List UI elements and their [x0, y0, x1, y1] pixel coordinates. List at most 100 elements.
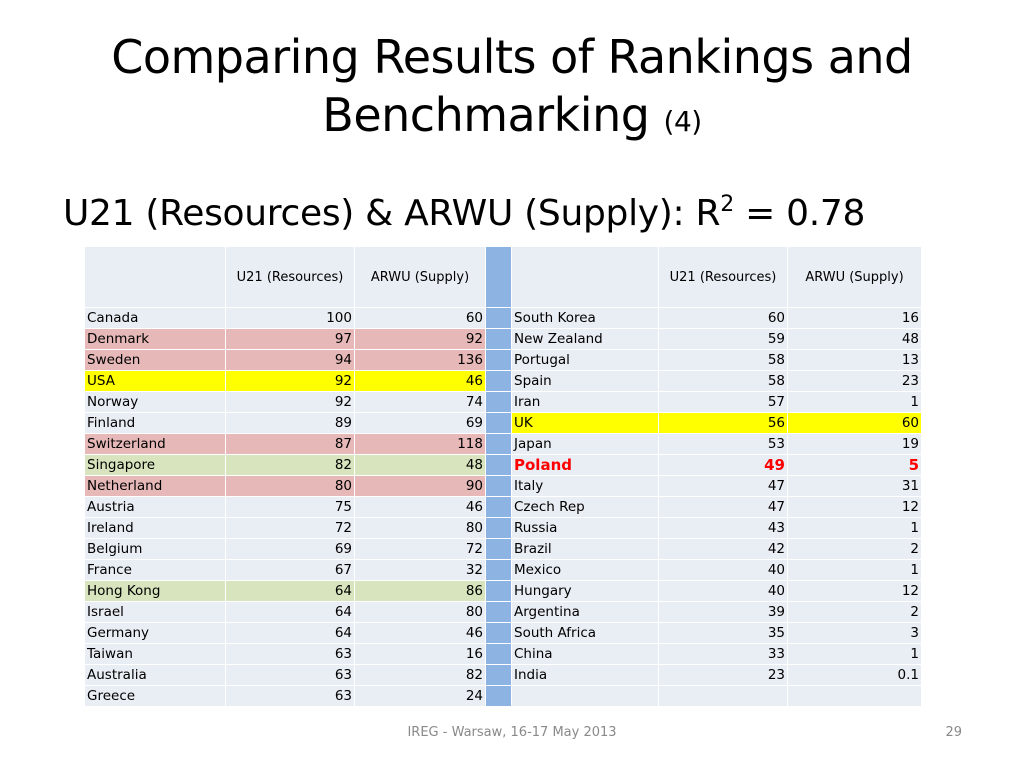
- table-row: Taiwan 63 16 China 33 1: [84, 643, 922, 665]
- country-cell: Argentina: [511, 601, 659, 623]
- separator-cell: [485, 412, 512, 434]
- country-cell: Greece: [84, 685, 226, 707]
- arwu-value-cell: 80: [354, 517, 486, 539]
- arwu-value-cell: 31: [787, 475, 922, 497]
- header-cell-u21-left: U21 (Resources): [225, 246, 355, 308]
- header-cell-empty-right: [511, 246, 659, 308]
- u21-value-cell: 56: [658, 412, 788, 434]
- slide-title: Comparing Results of Rankings and Benchm…: [0, 28, 1024, 151]
- country-cell: Poland: [511, 454, 659, 476]
- arwu-value-cell: 46: [354, 496, 486, 518]
- separator-cell: [485, 538, 512, 560]
- country-cell: Czech Rep: [511, 496, 659, 518]
- country-cell: Brazil: [511, 538, 659, 560]
- country-cell: China: [511, 643, 659, 665]
- country-cell: Ireland: [84, 517, 226, 539]
- country-cell: Mexico: [511, 559, 659, 581]
- u21-value-cell: 64: [225, 601, 355, 623]
- country-cell: Netherland: [84, 475, 226, 497]
- u21-value-cell: 53: [658, 433, 788, 455]
- arwu-value-cell: 69: [354, 412, 486, 434]
- separator-cell: [485, 307, 512, 329]
- table-row: Norway 92 74 Iran 57 1: [84, 391, 922, 413]
- header-cell-u21-right: U21 (Resources): [658, 246, 788, 308]
- subtitle-superscript: 2: [720, 192, 734, 217]
- arwu-value-cell: 0.1: [787, 664, 922, 686]
- u21-value-cell: 33: [658, 643, 788, 665]
- country-cell: Belgium: [84, 538, 226, 560]
- u21-value-cell: 75: [225, 496, 355, 518]
- separator-cell: [485, 454, 512, 476]
- u21-value-cell: 63: [225, 664, 355, 686]
- table-row: Hong Kong 64 86 Hungary 40 12: [84, 580, 922, 602]
- country-cell: Spain: [511, 370, 659, 392]
- table-row: Denmark 97 92 New Zealand 59 48: [84, 328, 922, 350]
- u21-value-cell: [658, 685, 788, 707]
- u21-value-cell: 94: [225, 349, 355, 371]
- separator-cell: [485, 349, 512, 371]
- arwu-value-cell: 16: [354, 643, 486, 665]
- arwu-value-cell: 1: [787, 391, 922, 413]
- country-cell: Iran: [511, 391, 659, 413]
- table-row: France 67 32 Mexico 40 1: [84, 559, 922, 581]
- u21-value-cell: 58: [658, 349, 788, 371]
- arwu-value-cell: 92: [354, 328, 486, 350]
- arwu-value-cell: 48: [787, 328, 922, 350]
- u21-value-cell: 58: [658, 370, 788, 392]
- separator-cell: [485, 664, 512, 686]
- u21-value-cell: 69: [225, 538, 355, 560]
- separator-cell: [485, 643, 512, 665]
- country-cell: Norway: [84, 391, 226, 413]
- u21-value-cell: 42: [658, 538, 788, 560]
- table-row: Ireland 72 80 Russia 43 1: [84, 517, 922, 539]
- u21-value-cell: 64: [225, 622, 355, 644]
- country-cell: Australia: [84, 664, 226, 686]
- separator-cell: [485, 517, 512, 539]
- arwu-value-cell: 5: [787, 454, 922, 476]
- u21-value-cell: 49: [658, 454, 788, 476]
- country-cell: Denmark: [84, 328, 226, 350]
- arwu-value-cell: 12: [787, 496, 922, 518]
- country-cell: [511, 685, 659, 707]
- separator-cell: [485, 433, 512, 455]
- u21-value-cell: 39: [658, 601, 788, 623]
- u21-value-cell: 47: [658, 475, 788, 497]
- page-number: 29: [945, 725, 962, 740]
- country-cell: New Zealand: [511, 328, 659, 350]
- arwu-value-cell: 46: [354, 622, 486, 644]
- country-cell: Italy: [511, 475, 659, 497]
- separator-cell: [485, 685, 512, 707]
- table-row: Singapore 82 48 Poland 49 5: [84, 454, 922, 476]
- u21-value-cell: 80: [225, 475, 355, 497]
- country-cell: Finland: [84, 412, 226, 434]
- arwu-value-cell: 23: [787, 370, 922, 392]
- country-cell: Hungary: [511, 580, 659, 602]
- subtitle-main: U21 (Resources) & ARWU (Supply): R: [63, 193, 721, 234]
- arwu-value-cell: 2: [787, 538, 922, 560]
- country-cell: USA: [84, 370, 226, 392]
- u21-value-cell: 57: [658, 391, 788, 413]
- country-cell: Portugal: [511, 349, 659, 371]
- table-row: Canada 100 60 South Korea 60 16: [84, 307, 922, 329]
- country-cell: Israel: [84, 601, 226, 623]
- u21-value-cell: 40: [658, 580, 788, 602]
- slide-footer: IREG - Warsaw, 16-17 May 2013: [407, 725, 617, 740]
- table-row: Finland 89 69 UK 56 60: [84, 412, 922, 434]
- separator-cell: [485, 496, 512, 518]
- u21-value-cell: 100: [225, 307, 355, 329]
- arwu-value-cell: 90: [354, 475, 486, 497]
- country-cell: Sweden: [84, 349, 226, 371]
- arwu-value-cell: 80: [354, 601, 486, 623]
- country-cell: UK: [511, 412, 659, 434]
- separator-cell: [485, 370, 512, 392]
- u21-value-cell: 47: [658, 496, 788, 518]
- table-row: Israel 64 80 Argentina 39 2: [84, 601, 922, 623]
- table-row: Switzerland 87 118 Japan 53 19: [84, 433, 922, 455]
- separator-column: [485, 246, 512, 308]
- u21-value-cell: 59: [658, 328, 788, 350]
- table-row: USA 92 46 Spain 58 23: [84, 370, 922, 392]
- arwu-value-cell: 60: [787, 412, 922, 434]
- country-cell: Japan: [511, 433, 659, 455]
- slide-title-paren: (4): [663, 105, 703, 138]
- u21-value-cell: 67: [225, 559, 355, 581]
